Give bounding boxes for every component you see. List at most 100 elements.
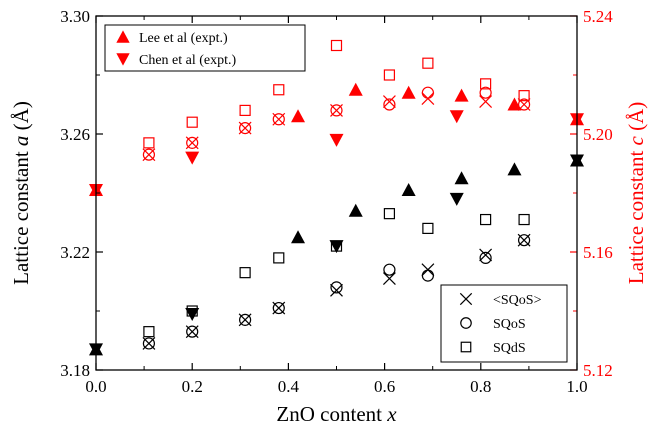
- data-point-a-circle-open: [272, 301, 285, 315]
- data-point-c-square-open: [143, 137, 155, 149]
- x-axis-title: ZnO content x: [276, 402, 397, 426]
- left-y-axis-title: Lattice constant a (Å): [9, 101, 33, 285]
- data-point-a-circle-open: [142, 337, 156, 350]
- data-point-a-x: [330, 283, 343, 297]
- right-y-axis-title: Lattice constant c (Å): [624, 102, 648, 285]
- data-point-c-triangle-up: [291, 109, 306, 123]
- plot-frame: [95, 15, 578, 371]
- tick-labels: 0.0 0.2 0.4 0.6 0.8 1.0 3.18 3.22 3.26 3.30 5.12 5.…: [60, 7, 613, 396]
- legend-label: Lee et al (expt.): [139, 31, 228, 46]
- right-y-axis-title-variable: c: [624, 135, 648, 145]
- data-point-c-circle-open: [272, 113, 285, 126]
- left-y-tick-label: 3.30: [60, 7, 90, 26]
- data-point-a-circle-open: [239, 313, 252, 326]
- right-y-tick-label: 5.24: [583, 7, 613, 26]
- data-point-a-triangle-up: [454, 171, 469, 185]
- legend-marker: [459, 292, 473, 306]
- right-y-tick-label: 5.12: [583, 361, 613, 380]
- data-point-c-circle-open: [517, 98, 531, 111]
- legend-label: SQdS: [493, 341, 526, 356]
- data-point-c-triangle-up: [454, 88, 469, 102]
- data-point-c-circle-open: [383, 98, 396, 111]
- x-tick-label: 0.6: [374, 377, 395, 396]
- left-y-tick-label: 3.26: [60, 125, 90, 144]
- data-point-c-x: [382, 95, 396, 108]
- data-point-a-x: [479, 248, 493, 262]
- legend-item: Chen et al (expt.): [116, 53, 237, 68]
- data-point-c-square-open: [422, 57, 434, 69]
- legend-label: Chen et al (expt.): [139, 53, 237, 68]
- x-tick-label: 1.0: [566, 377, 587, 396]
- data-point-a-x: [382, 272, 396, 285]
- legend-marker: [116, 30, 130, 43]
- data-point-c-triangle-up: [348, 82, 363, 96]
- legend-marker: [460, 317, 472, 329]
- data-point-a-square-open: [518, 213, 530, 226]
- right-y-axis-title-unit: (Å): [624, 102, 648, 136]
- data-point-c-triangle-down: [185, 151, 200, 165]
- right-y-tick-label: 5.16: [583, 243, 613, 262]
- data-point-c-square-open: [330, 39, 343, 52]
- data-point-c-square-open: [186, 116, 198, 128]
- legend-item: SQdS: [460, 341, 526, 356]
- series-a-circle-open: [142, 234, 531, 350]
- legend-marker: [460, 341, 472, 353]
- data-point-a-circle-open: [330, 281, 343, 294]
- data-point-a-triangle-up: [291, 230, 306, 244]
- legend-item: SQoS: [460, 317, 526, 332]
- series-c-circle-open: [142, 86, 531, 161]
- left-y-axis-title-text: Lattice constant: [9, 146, 33, 285]
- data-point-c-circle-open: [421, 86, 434, 99]
- data-point-c-triangle-up: [507, 97, 522, 111]
- x-axis-title-text: ZnO content: [276, 402, 387, 426]
- data-point-a-triangle-down: [329, 240, 344, 254]
- legend-experimental: Lee et al (expt.) Chen et al (expt.): [104, 24, 306, 72]
- legend-item: Lee et al (expt.): [116, 30, 228, 46]
- data-point-c-circle-open: [186, 136, 199, 149]
- left-y-axis-title-unit: (Å): [9, 101, 33, 135]
- left-y-tick-label: 3.22: [60, 243, 90, 262]
- series-c-square-open: [143, 39, 530, 149]
- data-point-c-square-open: [383, 69, 396, 81]
- legend-label: SQoS: [493, 317, 526, 332]
- x-tick-label: 0.2: [182, 377, 203, 396]
- data-point-a-triangle-up: [507, 162, 522, 176]
- legend-calculated: <SQoS> SQoS SQdS: [440, 284, 568, 363]
- data-point-a-square-open: [383, 208, 396, 220]
- x-tick-label: 0.8: [470, 377, 491, 396]
- legend-marker: [116, 53, 130, 66]
- data-point-a-square-open: [186, 305, 198, 317]
- data-point-c-square-open: [273, 84, 285, 96]
- data-point-a-square-open: [330, 240, 343, 252]
- legend-box: [440, 284, 568, 363]
- data-point-c-triangle-up: [401, 85, 416, 99]
- data-point-a-square-open: [273, 252, 285, 264]
- data-point-c-triangle-down: [329, 133, 344, 147]
- data-point-c-triangle-down: [449, 110, 464, 124]
- data-point-a-circle-open: [186, 325, 199, 338]
- data-point-c-circle-open: [142, 148, 156, 161]
- data-point-c-circle-open: [239, 122, 252, 135]
- legend-box: [104, 24, 306, 72]
- data-point-a-circle-open: [479, 251, 492, 264]
- data-point-a-triangle-down: [185, 307, 200, 321]
- data-point-a-square-open: [239, 267, 251, 279]
- data-point-a-circle-open: [383, 263, 396, 276]
- data-point-a-circle-open: [517, 234, 531, 247]
- data-point-a-triangle-up: [401, 183, 416, 197]
- data-point-c-circle-open: [330, 104, 343, 117]
- left-y-tick-label: 3.18: [60, 361, 90, 380]
- data-point-c-square-open: [480, 78, 492, 90]
- right-y-tick-label: 5.20: [583, 125, 613, 144]
- x-tick-label: 0.4: [278, 377, 300, 396]
- data-point-a-triangle-down: [449, 192, 464, 206]
- right-y-axis-title-text: Lattice constant: [624, 145, 648, 284]
- legend-label: <SQoS>: [493, 293, 542, 308]
- data-point-c-circle-open: [479, 86, 492, 99]
- data-point-a-circle-open: [421, 269, 434, 282]
- data-point-a-square-open: [143, 326, 155, 338]
- x-tick-label: 0.0: [85, 377, 106, 396]
- data-point-c-square-open: [518, 90, 530, 102]
- legend-item: <SQoS>: [459, 292, 542, 308]
